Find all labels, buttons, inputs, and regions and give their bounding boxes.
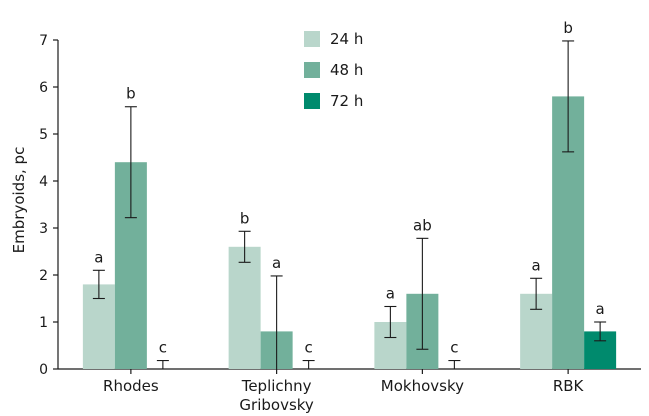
legend-label: 24 h [330, 30, 363, 48]
significance-letter: a [94, 248, 103, 266]
significance-letter: c [305, 339, 313, 357]
category-label: Rhodes [103, 377, 159, 395]
y-tick-label: 4 [39, 174, 48, 190]
bar [228, 246, 261, 369]
legend-swatch [304, 93, 320, 109]
significance-letter: b [563, 19, 573, 37]
legend-label: 48 h [330, 61, 363, 79]
y-tick-label: 3 [39, 221, 48, 237]
category-label-line: Teplichny [241, 377, 312, 395]
legend: 24 h 48 h 72 h [304, 30, 363, 110]
y-tick-label: 7 [39, 33, 48, 49]
category-label-line: RBK [553, 377, 585, 395]
y-tick-label: 0 [39, 362, 48, 378]
category-label-line: Rhodes [103, 377, 159, 395]
category-label: Mokhovsky [381, 377, 464, 395]
significance-letter: a [532, 256, 541, 274]
y-axis-title: Embryoids, pc [10, 147, 28, 254]
significance-letter: c [159, 339, 167, 357]
category-label: RBK [553, 377, 585, 395]
significance-letter: b [240, 209, 250, 227]
y-tick-label: 1 [39, 315, 48, 331]
legend-label: 72 h [330, 92, 363, 110]
significance-letter: a [272, 254, 281, 272]
category-labels: Rhodes Teplichny Gribovsky Mokhovsky RBK [103, 377, 585, 414]
legend-swatch [304, 31, 320, 47]
significance-letter: a [386, 284, 395, 302]
significance-letter: c [450, 339, 458, 357]
significance-letter: ab [413, 216, 432, 234]
y-tick-label: 6 [39, 80, 48, 96]
significance-letter: b [126, 85, 136, 103]
y-tick-label: 5 [39, 127, 48, 143]
category-label: Teplichny Gribovsky [239, 377, 314, 414]
bars [82, 96, 617, 370]
y-tick-label: 2 [39, 268, 48, 284]
error-bars [92, 40, 607, 369]
category-label-line: Mokhovsky [381, 377, 464, 395]
category-label-line: Gribovsky [239, 396, 314, 414]
significance-letter: a [596, 300, 605, 318]
legend-swatch [304, 62, 320, 78]
